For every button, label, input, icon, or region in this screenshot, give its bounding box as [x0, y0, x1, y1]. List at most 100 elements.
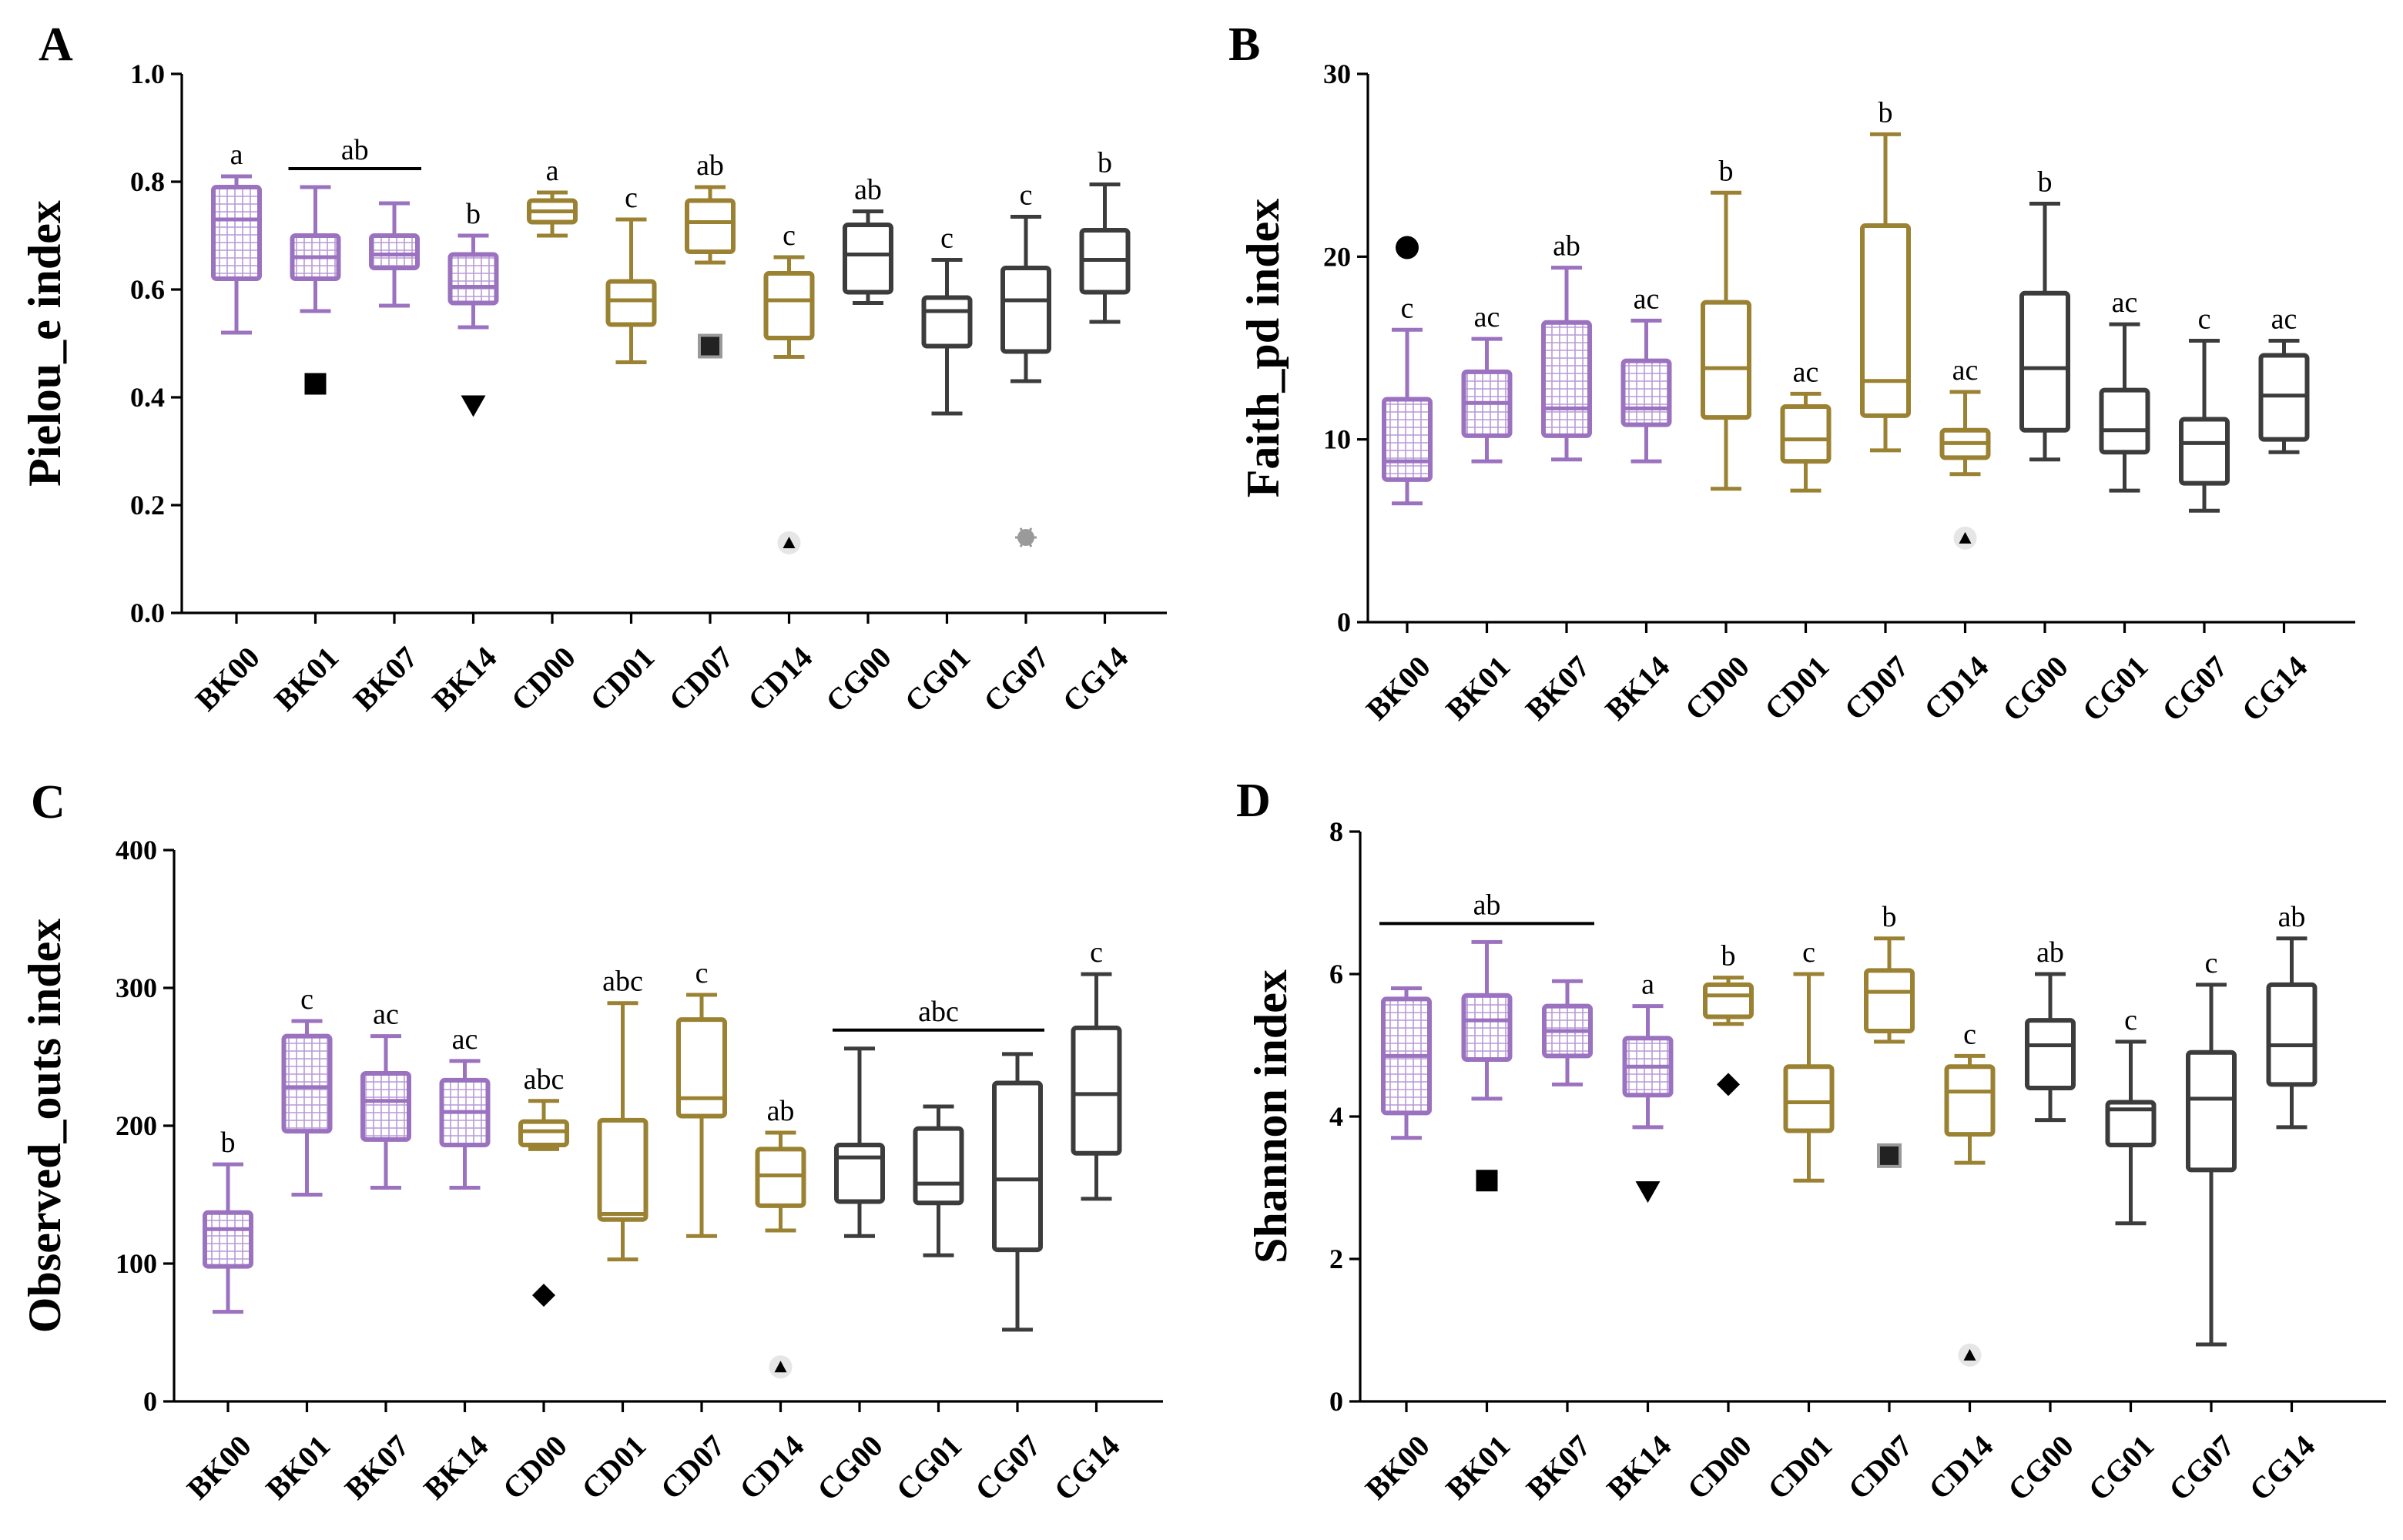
significance-label: b — [1721, 940, 1736, 973]
box-CD01 — [1783, 972, 1835, 1183]
x-category-label: CG00 — [1996, 649, 2075, 728]
x-category-label: CD01 — [1761, 1428, 1838, 1506]
iqr-box — [763, 271, 815, 340]
y-tick-label: 10 — [1323, 424, 1351, 455]
outlier-point — [1476, 1170, 1498, 1192]
significance-label: c — [2205, 947, 2218, 979]
significance-label: ac — [1952, 354, 1979, 387]
x-category-label: CG14 — [1047, 1428, 1127, 1508]
iqr-box — [203, 1210, 253, 1269]
iqr-box — [2186, 1050, 2237, 1173]
iqr-box — [1860, 223, 1911, 418]
y-tick-label: 100 — [116, 1248, 157, 1279]
x-category-label: CD14 — [1917, 649, 1995, 727]
iqr-box — [597, 1117, 649, 1222]
y-tick-label: 0 — [1337, 607, 1351, 638]
x-category-label: CG14 — [2235, 649, 2314, 728]
iqr-box — [447, 252, 499, 306]
x-category-label: CD07 — [662, 640, 740, 718]
iqr-box — [2105, 1100, 2157, 1147]
x-category-label: CG01 — [2082, 1428, 2161, 1508]
iqr-box — [992, 1080, 1043, 1253]
box-BK07 — [369, 201, 420, 308]
panel-letter: B — [1228, 18, 1260, 71]
group-significance-label: abc — [918, 996, 959, 1028]
significance-label: ac — [1634, 283, 1660, 315]
iqr-box — [1944, 1064, 1996, 1137]
iqr-box — [2019, 290, 2070, 433]
box-BK14 — [1622, 1004, 1674, 1130]
x-category-label: CD01 — [1758, 649, 1835, 727]
y-tick-label: 0.0 — [130, 598, 165, 628]
outlier-point — [1717, 1073, 1740, 1096]
significance-label: b — [1719, 155, 1734, 187]
box-CG01 — [913, 1104, 964, 1257]
x-category-label: CD14 — [1922, 1428, 1999, 1506]
iqr-box — [2266, 982, 2318, 1087]
significance-label: c — [940, 223, 953, 255]
significance-label: ab — [2036, 936, 2064, 969]
box-CD07 — [1864, 936, 1915, 1044]
significance-label: abc — [524, 1063, 565, 1096]
x-category-label: CD14 — [732, 1428, 810, 1506]
iqr-box — [685, 198, 736, 254]
box-BK07 — [1542, 979, 1593, 1086]
y-axis-label: Observed_outs index — [19, 919, 70, 1333]
x-category-label: CG00 — [810, 1428, 890, 1508]
iqr-box — [1701, 300, 1751, 420]
significance-label: c — [1802, 936, 1815, 969]
significance-label: b — [466, 198, 481, 230]
x-category-label: CG07 — [2162, 1428, 2241, 1508]
y-tick-label: 2 — [1329, 1244, 1343, 1274]
outlier-triangle — [783, 537, 796, 548]
x-category-label: CD07 — [654, 1428, 732, 1506]
x-category-label: CD01 — [583, 640, 661, 718]
significance-label: c — [783, 219, 796, 252]
iqr-box — [1461, 993, 1513, 1062]
significance-label: c — [1090, 936, 1103, 969]
box-CD00 — [1703, 976, 1754, 1026]
significance-label: c — [1401, 292, 1414, 324]
outlier-point — [532, 1284, 555, 1307]
significance-label: ac — [2112, 286, 2138, 319]
x-category-label: CG14 — [1056, 640, 1135, 719]
x-category-label: BK01 — [1439, 649, 1517, 727]
significance-label: c — [2198, 303, 2211, 336]
y-tick-label: 0.2 — [130, 490, 165, 521]
iqr-box — [369, 233, 420, 270]
x-category-label: BK14 — [417, 1428, 494, 1506]
y-tick-label: 1.0 — [130, 59, 165, 89]
significance-label: a — [1641, 969, 1654, 1001]
x-category-label: CG01 — [2076, 649, 2155, 728]
iqr-box — [1000, 266, 1051, 354]
iqr-box — [605, 279, 657, 327]
box-CG07 — [992, 1052, 1043, 1332]
box-BK00 — [203, 1162, 253, 1314]
outlier-point — [769, 1355, 793, 1379]
x-category-label: CG14 — [2243, 1428, 2322, 1508]
outlier-point — [1396, 236, 1419, 259]
panel-letter: D — [1236, 775, 1271, 827]
significance-label: ab — [696, 149, 724, 182]
significance-label: ac — [2271, 303, 2297, 336]
y-tick-label: 20 — [1323, 241, 1351, 272]
x-category-label: BK01 — [259, 1428, 337, 1506]
outlier-point — [304, 373, 327, 395]
iqr-box — [1780, 403, 1832, 464]
significance-label: ac — [1793, 356, 1819, 388]
outlier-ray — [1019, 527, 1033, 547]
x-category-label: CD00 — [504, 640, 582, 718]
group-significance-label: ab — [341, 134, 369, 166]
iqr-box — [2179, 417, 2230, 486]
iqr-box — [676, 1017, 727, 1119]
significance-label: ac — [1474, 301, 1500, 333]
iqr-box — [843, 223, 893, 295]
y-axis-label: Pielou_e index — [19, 200, 70, 487]
x-category-label: BK00 — [180, 1428, 258, 1506]
outlier-point — [1953, 526, 1977, 550]
iqr-box — [921, 295, 973, 349]
x-category-label: CD00 — [496, 1428, 574, 1506]
y-tick-label: 8 — [1329, 816, 1343, 847]
